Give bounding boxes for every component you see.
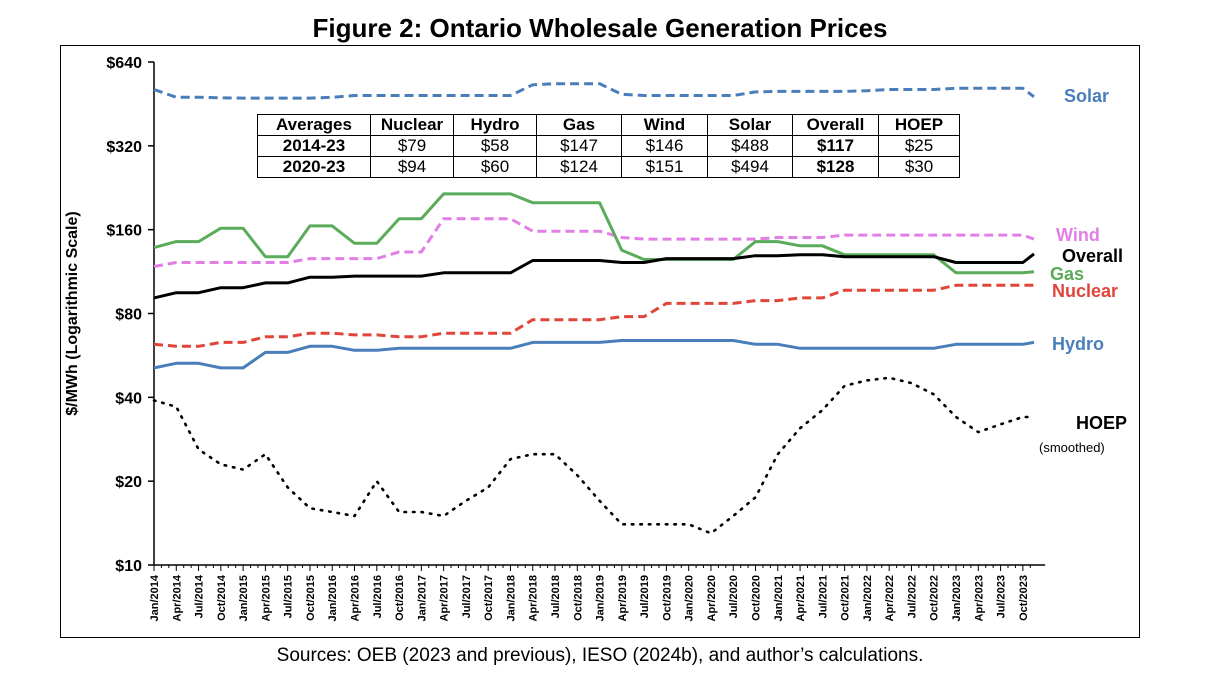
series-line-hoep (152, 376, 1036, 535)
series-line-wind (153, 217, 1035, 268)
source-note: Sources: OEB (2023 and previous), IESO (… (276, 645, 924, 666)
table-cell: $25 (878, 135, 960, 157)
x-tick-label: Jan/2022 (862, 575, 874, 621)
averages-table: Averages Nuclear Hydro Gas Wind Solar Ov… (257, 114, 960, 178)
x-tick-label: Apr/2023 (973, 575, 985, 621)
x-tick-label: Apr/2015 (260, 575, 272, 621)
x-tick-label: Jan/2017 (416, 575, 428, 621)
x-tick-label: Jul/2018 (550, 575, 562, 618)
x-tick-label: Jan/2018 (505, 575, 517, 621)
table-header-row: Averages Nuclear Hydro Gas Wind Solar Ov… (257, 114, 960, 136)
x-tick-label: Oct/2016 (394, 575, 406, 621)
x-tick-label: Apr/2021 (795, 575, 807, 621)
x-tick-label: Oct/2017 (483, 575, 495, 621)
x-tick-label: Apr/2018 (528, 575, 540, 621)
x-tick-label: Jul/2020 (728, 575, 740, 618)
x-tick-label: Jul/2023 (996, 575, 1008, 618)
x-tick-label: Apr/2017 (439, 575, 451, 621)
chart-frame: $10 $20 $40 $80 $160 $320 $640 $/MWh (Logarithm… (60, 45, 1140, 638)
x-tick-label: Apr/2020 (706, 575, 718, 621)
series-label-wind: Wind (1056, 225, 1100, 245)
series-sublabel-hoep: (smoothed) (1039, 440, 1105, 455)
x-tick-label: Oct/2019 (661, 575, 673, 621)
y-tick-label: $40 (115, 390, 142, 407)
x-tick-label: Apr/2014 (171, 574, 183, 621)
table-cell: $128 (792, 156, 879, 178)
series-label-nuclear: Nuclear (1052, 281, 1118, 301)
table-row: 2014-23 $79 $58 $147 $146 $488 $117 $25 (257, 135, 960, 157)
y-tick-label: $80 (115, 307, 142, 324)
x-tick-label: Oct/2014 (216, 574, 228, 621)
x-tick-label: Jan/2016 (327, 575, 339, 621)
x-tick-label: Jul/2022 (906, 575, 918, 618)
x-tick-label: Jul/2016 (372, 575, 384, 618)
table-cell: $488 (707, 135, 793, 157)
y-tick-label: $160 (106, 223, 142, 240)
x-tick-label: Oct/2015 (305, 575, 317, 621)
series-line-nuclear (153, 283, 1034, 348)
x-tick-label: Jan/2015 (238, 575, 250, 621)
table-row: 2020-23 $94 $60 $124 $151 $494 $128 $30 (257, 156, 960, 178)
x-tick-label: Oct/2023 (1018, 575, 1030, 621)
table-header-cell: Solar (707, 114, 793, 136)
series-label-overall: Overall (1062, 246, 1123, 266)
table-cell: $151 (621, 156, 708, 178)
x-tick-label: Jul/2014 (194, 574, 206, 618)
y-tick-label: $10 (115, 558, 142, 575)
x-tick-label: Oct/2020 (751, 575, 763, 621)
x-tick-label: Jul/2021 (817, 575, 829, 618)
x-tick-label: Jul/2019 (639, 575, 651, 618)
table-header-cell: Overall (792, 114, 879, 136)
series-label-hoep: HOEP (1076, 413, 1127, 433)
chart-title: Figure 2: Ontario Wholesale Generation P… (312, 13, 888, 43)
table-header-cell: Wind (621, 114, 708, 136)
table-header-cell: Gas (536, 114, 622, 136)
series-label-gas: Gas (1050, 264, 1084, 284)
table-row-label: 2014-23 (257, 135, 371, 157)
series-line-solar (153, 82, 1035, 100)
table-cell: $147 (536, 135, 622, 157)
table-cell: $79 (370, 135, 454, 157)
x-tick-label: Oct/2022 (929, 575, 941, 621)
x-tick-label: Oct/2018 (572, 575, 584, 621)
table-cell: $124 (536, 156, 622, 178)
table-cell: $60 (453, 156, 537, 178)
series-label-hydro: Hydro (1052, 334, 1104, 354)
x-tick-label: Jul/2017 (461, 575, 473, 618)
table-header-cell: Averages (257, 114, 371, 136)
y-tick-label: $20 (115, 474, 142, 491)
x-tick-label: Apr/2022 (884, 575, 896, 621)
table-header-cell: Hydro (453, 114, 537, 136)
x-tick-label: Jan/2020 (684, 575, 696, 621)
table-cell: $494 (707, 156, 793, 178)
y-axis-title: $/MWh (Logarithmic Scale) (64, 211, 81, 415)
chart-svg: $10 $20 $40 $80 $160 $320 $640 $/MWh (Logarithm… (64, 55, 1127, 621)
table-row-label: 2020-23 (257, 156, 371, 178)
table-cell: $146 (621, 135, 708, 157)
x-tick-label: Apr/2019 (617, 575, 629, 621)
x-tick-label: Jan/2019 (595, 575, 607, 621)
y-tick-label: $640 (106, 55, 142, 72)
series-line-hydro (153, 339, 1035, 370)
table-cell: $58 (453, 135, 537, 157)
series-line-gas (153, 192, 1035, 275)
table-header-cell: Nuclear (370, 114, 454, 136)
table-cell: $30 (878, 156, 960, 178)
x-tick-label: Jan/2023 (951, 575, 963, 621)
x-tick-label: Jan/2021 (773, 575, 785, 621)
x-tick-label: Apr/2016 (350, 575, 362, 621)
series-line-overall (153, 252, 1035, 300)
table-cell: $94 (370, 156, 454, 178)
y-tick-label: $320 (106, 139, 142, 156)
x-tick-label: Oct/2021 (840, 575, 852, 621)
table-cell: $117 (792, 135, 879, 157)
x-tick-label: Jan/2014 (149, 574, 161, 621)
series-label-solar: Solar (1064, 86, 1109, 106)
table-header-cell: HOEP (878, 114, 960, 136)
x-tick-label: Jul/2015 (283, 575, 295, 618)
